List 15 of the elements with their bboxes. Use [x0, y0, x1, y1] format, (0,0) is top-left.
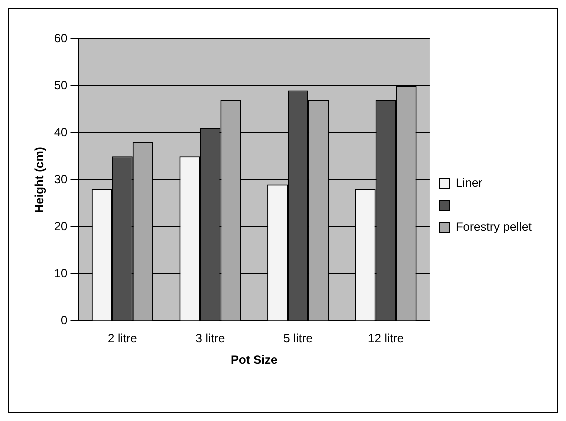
y-tick-label: 50: [54, 78, 68, 92]
y-axis-title: Height (cm): [32, 147, 47, 214]
legend-label: Forestry pellet: [456, 220, 533, 234]
y-tick-label: 20: [54, 219, 68, 234]
x-axis-title: Pot Size: [231, 353, 278, 368]
legend-label: Liner: [456, 176, 483, 190]
x-tick-label: 2 litre: [108, 332, 138, 346]
y-tick-label: 10: [54, 266, 68, 280]
y-tick-label: 40: [54, 125, 68, 140]
x-tick-label: 5 litre: [284, 332, 314, 346]
y-tick-label: 0: [61, 314, 68, 328]
x-tick-label: 12 litre: [368, 332, 404, 346]
y-tick-label: 60: [54, 31, 68, 46]
y-tick-label: 30: [54, 172, 68, 186]
x-tick-label: 3 litre: [196, 332, 226, 346]
